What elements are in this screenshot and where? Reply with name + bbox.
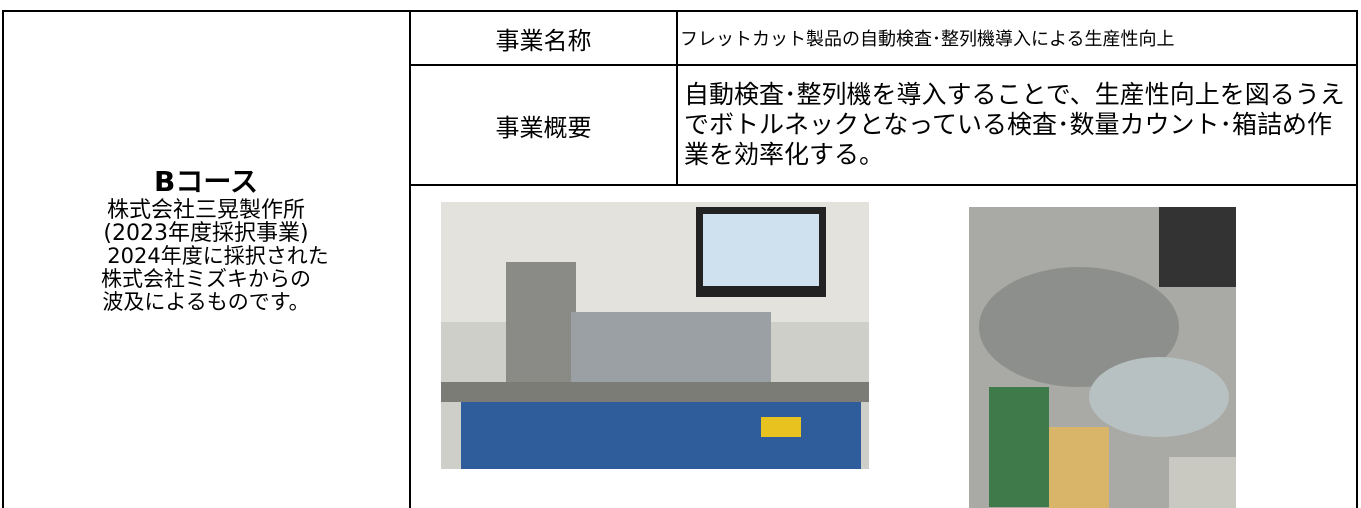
photo: [441, 202, 869, 469]
border: [409, 184, 1357, 186]
row-value: フレットカット製品の自動検査･整列機導入による生産性向上: [680, 29, 1175, 50]
row-label: 事業概要: [495, 113, 592, 142]
border: [2, 10, 1358, 12]
company: 株式会社三晃製作所: [106, 198, 305, 223]
row-value-text: 自動検査･整列機を導入することで、生産性向上を図るうえでボトルネックとなっている…: [684, 80, 1345, 169]
row-value: 自動検査･整列機を導入することで、生産性向上を図るうえでボトルネックとなっている…: [684, 66, 1348, 184]
course: Bコース: [154, 165, 258, 198]
note: 2024年度に採択された: [107, 244, 329, 268]
photo: [969, 207, 1236, 508]
note: 株式会社ミズキからの: [101, 267, 311, 291]
note: (2023年度採択事業): [103, 221, 309, 246]
border: [2, 10, 4, 508]
border: [676, 10, 678, 186]
border: [409, 10, 411, 508]
row-label: 事業名称: [495, 26, 592, 55]
note: 波及によるものです。: [102, 290, 310, 314]
left-cell: Bコース 株式会社三晃製作所 (2023年度採択事業) 2024年度に採択された…: [2, 165, 410, 314]
border: [409, 64, 1357, 66]
border: [1356, 10, 1358, 508]
